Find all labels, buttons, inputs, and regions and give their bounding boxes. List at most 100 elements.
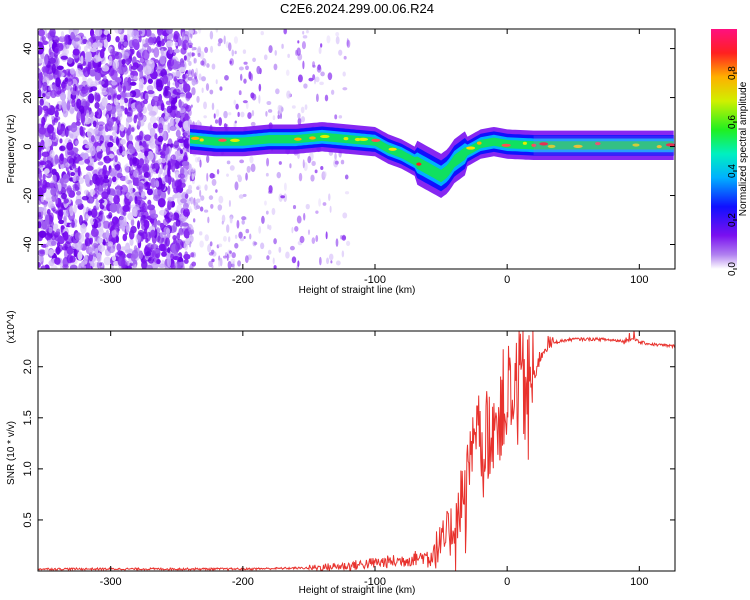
- noise-blob: [198, 73, 202, 81]
- noise-blob: [222, 255, 228, 259]
- noise-blob: [133, 169, 139, 178]
- noise-blob: [295, 49, 298, 56]
- noise-blob: [105, 104, 113, 112]
- spectral-peak: [320, 134, 330, 139]
- noise-blob: [73, 37, 80, 42]
- noise-blob: [314, 169, 318, 174]
- noise-blob: [141, 202, 148, 213]
- noise-blob: [135, 233, 141, 244]
- noise-blob: [183, 258, 189, 264]
- noise-blob: [312, 61, 316, 68]
- noise-blob: [107, 221, 116, 232]
- noise-blob: [90, 86, 98, 92]
- noise-blob: [112, 146, 117, 152]
- noise-blob: [218, 117, 223, 126]
- noise-blob: [130, 70, 135, 79]
- noise-blob: [258, 83, 262, 92]
- noise-blob: [170, 253, 174, 261]
- noise-blob: [241, 216, 247, 221]
- noise-blob: [149, 115, 157, 124]
- noise-blob: [275, 88, 280, 95]
- noise-blob: [107, 241, 114, 247]
- noise-blob: [108, 55, 113, 66]
- noise-blob: [287, 53, 290, 59]
- noise-blob: [109, 135, 114, 141]
- noise-blob: [179, 101, 185, 110]
- noise-blob: [50, 187, 57, 196]
- noise-blob: [43, 201, 48, 207]
- noise-blob: [249, 156, 254, 164]
- noise-blob: [173, 63, 181, 69]
- noise-blob: [180, 198, 187, 204]
- noise-blob: [76, 190, 82, 196]
- noise-blob: [322, 202, 327, 206]
- noise-blob: [86, 262, 91, 269]
- noise-blob: [71, 243, 78, 250]
- noise-blob: [197, 46, 202, 54]
- noise-blob: [334, 160, 339, 165]
- noise-blob: [101, 96, 108, 107]
- noise-blob: [58, 209, 64, 217]
- colorbar-tick-label: 0.8: [727, 66, 738, 80]
- noise-blob: [183, 55, 187, 61]
- noise-blob: [211, 258, 215, 263]
- noise-blob: [63, 209, 69, 218]
- snr-panel: -300 -200 -100 0 100 0.5 1.0 1.5 2.0 Height of s…: [6, 310, 676, 596]
- noise-blob: [145, 37, 149, 44]
- noise-blob: [137, 119, 141, 129]
- noise-blob: [315, 76, 320, 83]
- noise-blob: [116, 243, 122, 252]
- noise-blob: [111, 255, 117, 262]
- noise-blob: [42, 92, 46, 98]
- noise-blob: [228, 200, 231, 208]
- noise-blob: [164, 174, 172, 183]
- noise-blob: [238, 194, 244, 199]
- spectrogram-xlabel: Height of straight line (km): [299, 285, 416, 296]
- noise-blob: [193, 57, 197, 64]
- noise-blob: [39, 98, 44, 106]
- noise-blob: [95, 35, 102, 40]
- noise-blob: [185, 104, 192, 112]
- noise-blob: [99, 134, 105, 144]
- noise-blob: [66, 78, 74, 86]
- noise-blob: [204, 46, 209, 54]
- noise-blob: [46, 208, 51, 215]
- noise-blob: [234, 242, 239, 249]
- spectrogram-ylabel: Frequency (Hz): [6, 115, 17, 184]
- noise-blob: [155, 168, 159, 174]
- noise-blob: [55, 245, 61, 255]
- noise-blob: [95, 198, 99, 208]
- noise-blob: [239, 73, 243, 81]
- noise-blob: [172, 154, 176, 162]
- noise-blob: [154, 133, 158, 140]
- noise-blob: [98, 127, 102, 132]
- noise-blob: [146, 151, 154, 161]
- noise-blob: [141, 39, 146, 45]
- noise-blob: [48, 249, 54, 257]
- noise-blob: [75, 68, 83, 77]
- noise-blob: [242, 100, 248, 104]
- noise-blob: [38, 167, 41, 175]
- noise-blob: [191, 52, 196, 57]
- noise-blob: [272, 115, 276, 121]
- noise-blob: [148, 171, 152, 182]
- noise-blob: [64, 77, 69, 83]
- noise-blob: [56, 103, 60, 110]
- noise-blob: [56, 65, 64, 71]
- noise-blob: [189, 29, 194, 35]
- noise-blob: [59, 126, 67, 137]
- noise-blob: [156, 29, 163, 36]
- noise-blob: [335, 31, 340, 37]
- noise-blob: [81, 38, 88, 44]
- noise-blob: [114, 29, 122, 34]
- noise-blob: [187, 76, 193, 81]
- noise-blob: [307, 229, 311, 235]
- noise-blob: [237, 111, 240, 118]
- noise-blob: [155, 79, 163, 88]
- noise-blob: [285, 69, 290, 76]
- noise-blob: [253, 241, 258, 246]
- noise-blob: [152, 250, 156, 259]
- noise-blob: [87, 210, 93, 216]
- noise-blob: [229, 250, 232, 254]
